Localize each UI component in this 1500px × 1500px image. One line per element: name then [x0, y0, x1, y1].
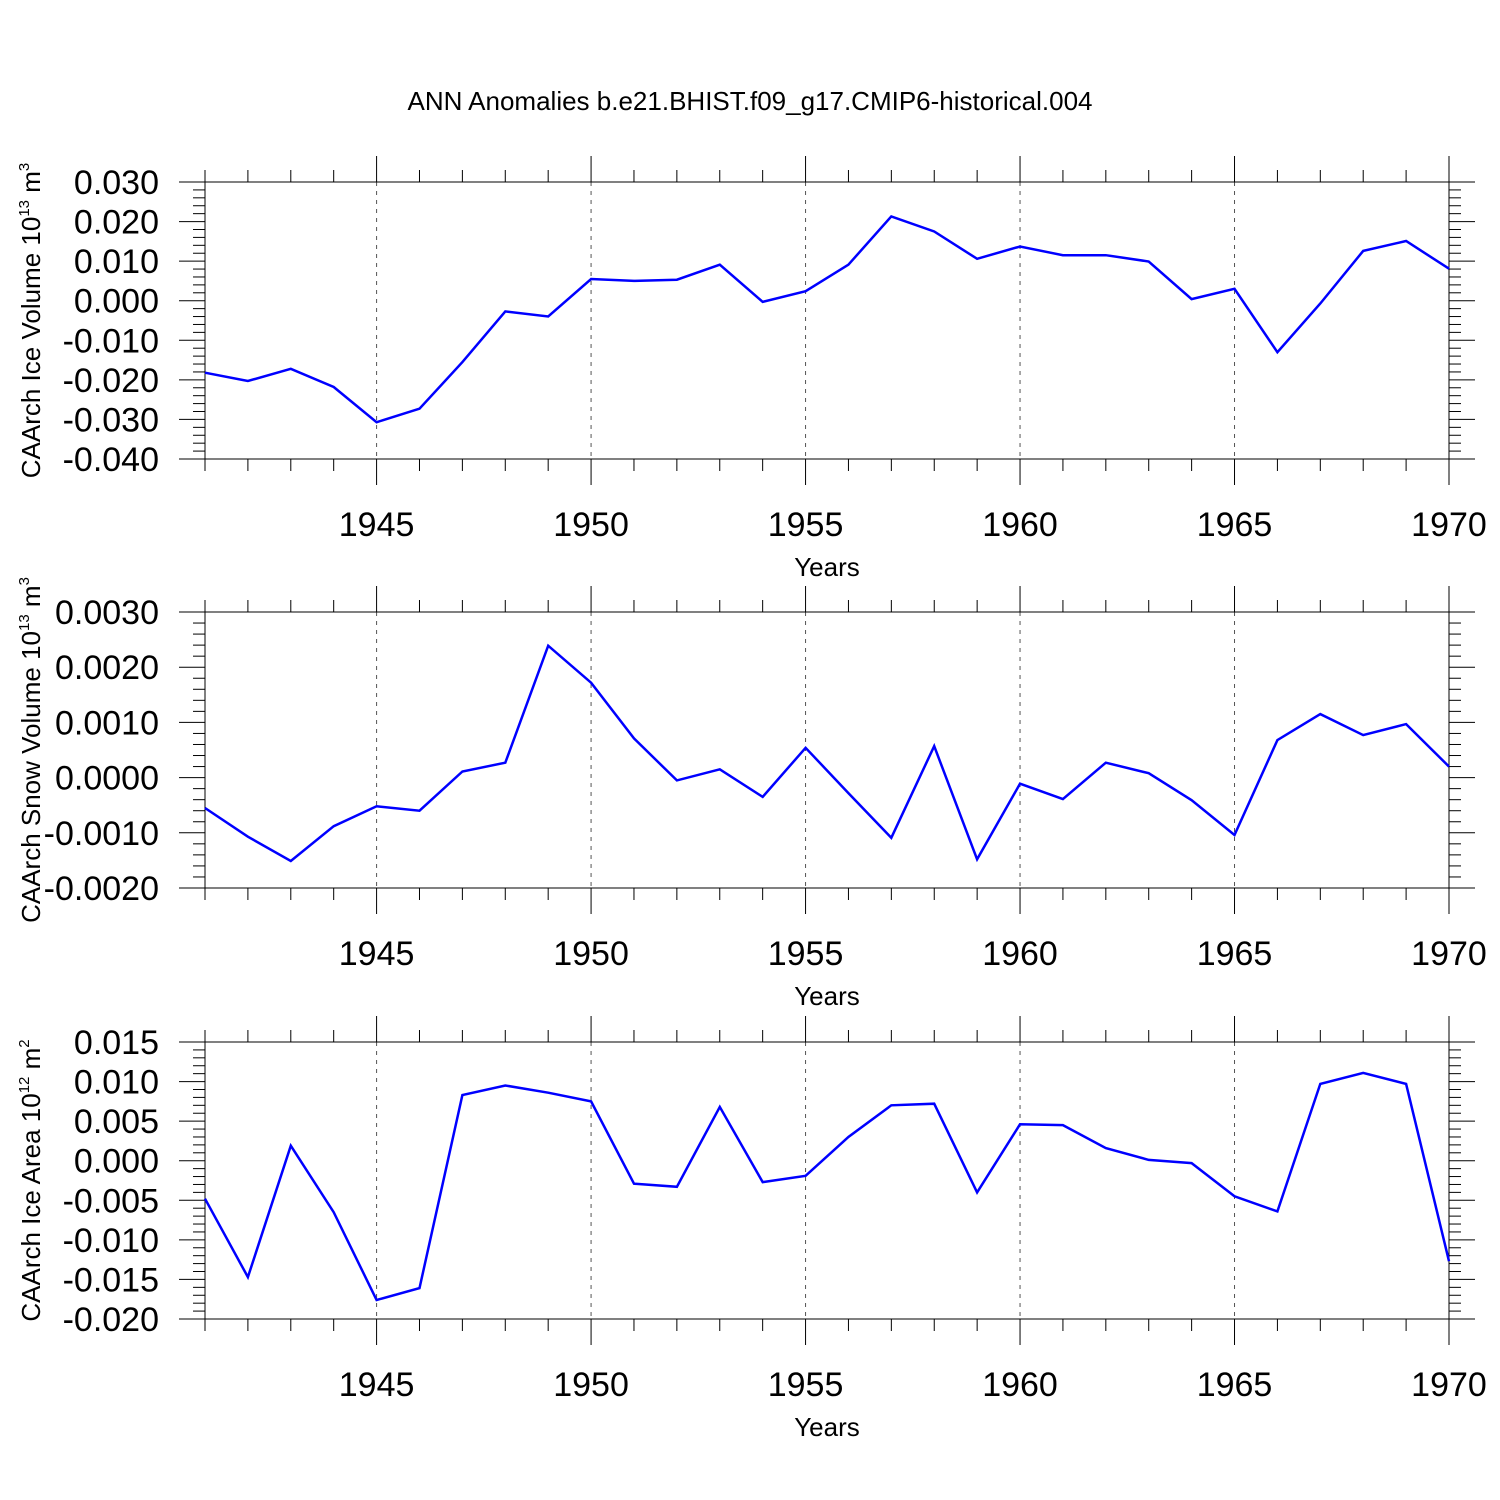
y-tick-label: -0.0020 [44, 870, 159, 908]
y-tick-label: 0.020 [74, 204, 159, 242]
plot-frame [204, 181, 1450, 460]
y-tick-label: -0.020 [63, 362, 159, 400]
series-line [204, 214, 1450, 424]
y-tick-label: -0.010 [63, 1222, 159, 1260]
y-tick-label: -0.005 [63, 1182, 159, 1220]
plot-frame [204, 611, 1450, 889]
x-tick-label: 1965 [1197, 935, 1273, 973]
x-tick-label: 1955 [768, 935, 844, 973]
chart-title: ANN Anomalies b.e21.BHIST.f09_g17.CMIP6-… [407, 86, 1092, 116]
x-tick-label: 1960 [982, 1366, 1058, 1404]
y-tick-label: 0.010 [74, 243, 159, 281]
y-axis-label: CAArch Ice Area 1012 m2 [16, 1039, 46, 1321]
y-tick-label: 0.030 [74, 164, 159, 202]
x-tick-label: 1970 [1411, 1366, 1487, 1404]
x-tick-label: 1945 [339, 1366, 415, 1404]
y-tick-label: 0.015 [74, 1024, 159, 1062]
y-tick-label: -0.020 [63, 1301, 159, 1339]
x-axis-label: Years [794, 1412, 860, 1442]
x-tick-label: 1945 [339, 506, 415, 544]
x-tick-label: 1970 [1411, 935, 1487, 973]
series-line [204, 643, 1450, 863]
x-tick-label: 1950 [553, 1366, 629, 1404]
chart-panel-2: -0.0020 -0.0010 0.0000 0.0010 0.0020 0.0030 19… [16, 577, 1487, 1011]
y-tick-label: 0.000 [74, 1143, 159, 1181]
y-axis-label: CAArch Snow Volume 1013 m3 [16, 577, 46, 923]
y-tick-label: -0.040 [63, 441, 159, 479]
x-tick-label: 1960 [982, 506, 1058, 544]
x-tick-label: 1945 [339, 935, 415, 973]
y-tick-label: 0.0020 [55, 649, 159, 687]
y-tick-label: -0.015 [63, 1261, 159, 1299]
y-tick-label: 0.000 [74, 283, 159, 321]
x-tick-label: 1965 [1197, 1366, 1273, 1404]
y-tick-label: -0.0010 [44, 815, 159, 853]
y-tick-label: 0.005 [74, 1103, 159, 1141]
x-tick-label: 1950 [553, 935, 629, 973]
x-axis-label: Years [794, 981, 860, 1011]
chart-panel-3: -0.020-0.015-0.010-0.0050.0000.0050.0100… [16, 1016, 1487, 1442]
y-tick-label: 0.0000 [55, 760, 159, 798]
plot-frame [204, 1041, 1450, 1320]
chart-panels: -0.040-0.030-0.020-0.0100.0000.0100.0200… [16, 156, 1487, 1442]
y-tick-label: 0.0010 [55, 704, 159, 742]
x-tick-label: 1960 [982, 935, 1058, 973]
y-axis-label: CAArch Ice Volume 1013 m3 [16, 163, 46, 479]
chart-panel-1: -0.040-0.030-0.020-0.0100.0000.0100.0200… [16, 156, 1487, 582]
x-tick-label: 1965 [1197, 506, 1273, 544]
x-tick-label: 1955 [768, 1366, 844, 1404]
x-tick-label: 1970 [1411, 506, 1487, 544]
x-axis-label: Years [794, 552, 860, 582]
x-tick-label: 1955 [768, 506, 844, 544]
y-tick-label: -0.010 [63, 322, 159, 360]
y-tick-label: 0.0030 [55, 594, 159, 632]
x-tick-label: 1950 [553, 506, 629, 544]
y-tick-label: -0.030 [63, 401, 159, 439]
y-tick-label: 0.010 [74, 1064, 159, 1102]
series-line [203, 1071, 1451, 1302]
